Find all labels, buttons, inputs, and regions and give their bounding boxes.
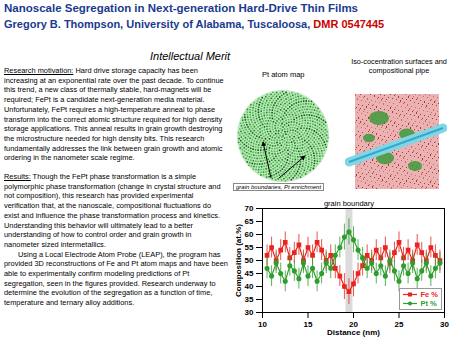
svg-text:65: 65 [245,217,254,226]
svg-text:15: 15 [304,320,313,329]
svg-text:25: 25 [395,320,404,329]
html-text:Fe %: Fe % [420,290,438,299]
html-text:Nanoscale Segregation in Next-: Nanoscale Segregation in Next-generation… [4,2,358,14]
html-text:Using a Local Electrode Atom P: Using a Local Electrode Atom Probe (LEAP… [4,249,228,308]
html-text:Pt %: Pt % [420,299,437,308]
html-text:Gregory B. Thompson, Universit: Gregory B. Thompson, University of Alaba… [4,18,385,30]
svg-text:70: 70 [245,204,254,213]
svg-text:Composition (at.%): Composition (at.%) [234,224,243,297]
svg-text:30: 30 [245,308,254,317]
svg-text:55: 55 [245,243,254,252]
html-text:Intellectual Merit: Intellectual Merit [150,50,231,62]
svg-text:Distance (nm): Distance (nm) [327,328,380,337]
svg-text:10: 10 [258,320,267,329]
svg-text:50: 50 [245,256,254,265]
svg-text:45: 45 [245,269,254,278]
svg-text:20: 20 [349,320,358,330]
svg-text:35: 35 [245,295,254,304]
svg-text:grain boundary: grain boundary [324,199,374,208]
html-text:Results: Though the FePt phase: Results: Though the FePt phase transform… [4,172,221,249]
svg-text:40: 40 [245,282,254,291]
html-text:grain boundaries, Pt enrichmen: grain boundaries, Pt enrichment [236,184,322,190]
html-text:Research motivation: Hard driv: Research motivation: Hard drive storage … [4,66,224,163]
html-text:Pt atom map: Pt atom map [262,70,305,79]
svg-text:30: 30 [440,320,449,329]
svg-text:60: 60 [245,230,254,239]
html-text:Iso-cocentration surfaces and: Iso-cocentration surfaces and compositio… [351,57,447,75]
